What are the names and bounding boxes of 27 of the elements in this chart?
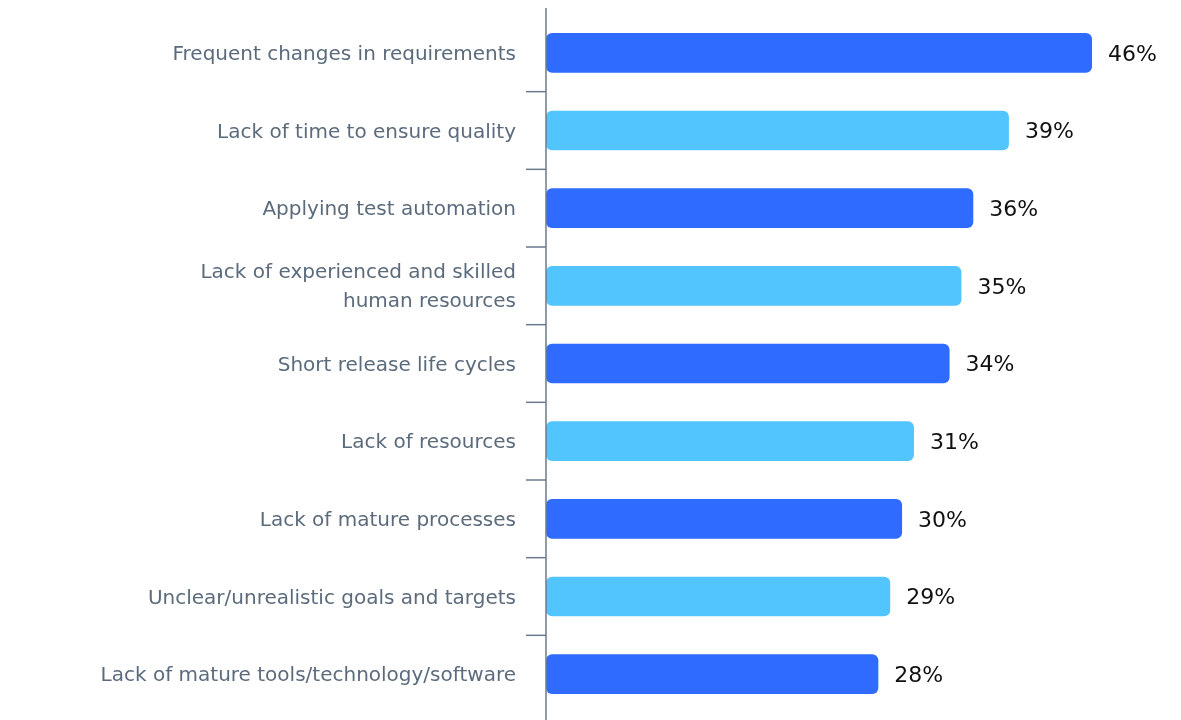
y-tick-label: Lack of time to ensure quality <box>217 118 517 143</box>
y-tick-label: Applying test automation <box>262 196 516 221</box>
data-label: 46% <box>1108 40 1157 66</box>
data-label: 28% <box>894 661 944 687</box>
data-label: 31% <box>929 428 979 454</box>
bar <box>546 654 879 694</box>
y-tick-label: Lack of mature tools/technology/software <box>100 662 516 687</box>
bar <box>546 421 914 461</box>
bar <box>546 266 962 306</box>
bar <box>546 188 974 228</box>
bar <box>546 110 1009 151</box>
bar <box>546 343 950 384</box>
y-tick-label: Unclear/unrealistic goals and targets <box>147 584 516 609</box>
bar <box>546 33 1092 73</box>
bar <box>546 499 903 539</box>
y-tick-label: Frequent changes in requirements <box>172 40 516 65</box>
data-label: 34% <box>965 351 1015 377</box>
data-label: 35% <box>977 273 1027 299</box>
y-tick-label: Lack of mature processes <box>259 506 516 531</box>
bar <box>546 576 891 617</box>
data-label: 30% <box>918 506 967 532</box>
data-label: 39% <box>1024 118 1074 144</box>
y-tick-label: Lack of resources <box>341 429 516 454</box>
y-tick-label: Lack of experienced and skilled human resources <box>200 259 516 313</box>
data-label: 36% <box>989 195 1039 221</box>
data-label: 29% <box>906 584 956 610</box>
y-tick-label: Short release life cycles <box>277 351 516 376</box>
